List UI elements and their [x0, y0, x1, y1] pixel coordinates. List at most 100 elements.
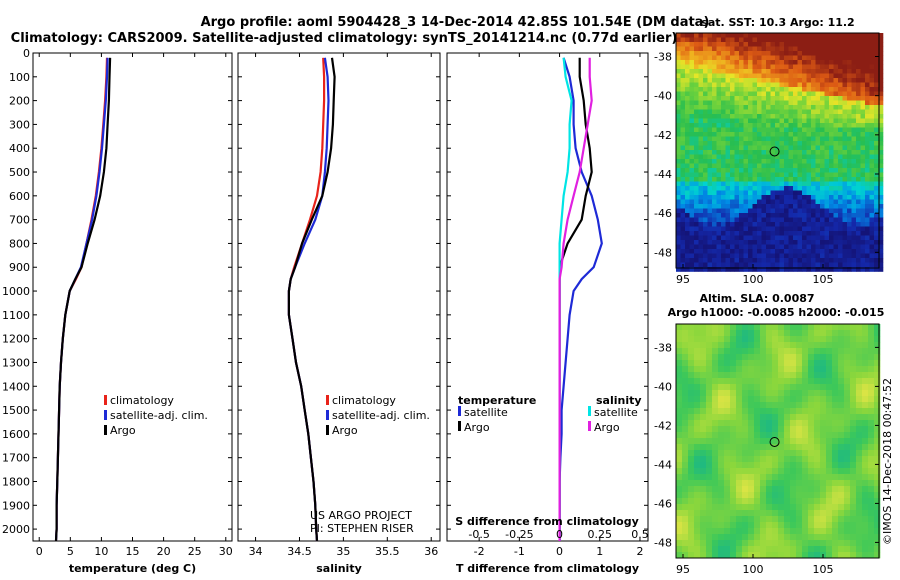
map-cell — [802, 450, 809, 457]
map-cell — [784, 141, 789, 146]
salinity-panel: 34 34.5 35 35.5 36salinityclimatologysatelli… — [237, 52, 441, 575]
map-cell — [878, 235, 884, 241]
map-cell — [742, 516, 749, 523]
map-y-tick-label: -44 — [654, 458, 672, 471]
map-cell — [739, 69, 744, 74]
map-cell — [730, 354, 737, 361]
map-cell — [689, 105, 695, 110]
map-cell — [703, 127, 708, 133]
map-cell — [676, 468, 683, 475]
map-cell — [788, 136, 794, 142]
map-cell — [761, 78, 767, 83]
map-cell — [796, 330, 803, 337]
map-cell — [770, 222, 776, 227]
map-cell — [779, 154, 785, 160]
map-cell — [824, 150, 830, 155]
map-cell — [772, 354, 779, 361]
map-cell — [752, 213, 758, 218]
map-cell — [770, 172, 776, 178]
map-cell — [806, 258, 812, 263]
map-cell — [874, 372, 881, 379]
map-cell — [761, 195, 767, 200]
map-cell — [739, 195, 744, 200]
map-cell — [820, 136, 825, 142]
map-cell — [784, 100, 789, 106]
map-cell — [730, 172, 735, 178]
map-cell — [833, 118, 839, 124]
map-cell — [742, 336, 749, 343]
map-cell — [718, 498, 725, 505]
map-cell — [761, 204, 767, 209]
map-cell — [779, 213, 785, 218]
map-cell — [784, 42, 789, 47]
map-cell — [707, 37, 713, 43]
map-cell — [842, 222, 848, 227]
map-cell — [829, 123, 834, 128]
map-cell — [716, 208, 722, 214]
map-cell — [752, 136, 758, 142]
map-cell — [851, 267, 857, 272]
map-cell — [730, 426, 737, 433]
map-cell — [784, 163, 789, 169]
map-cell — [736, 534, 743, 541]
map-cell — [829, 46, 834, 52]
map-cell — [832, 402, 839, 409]
map-cell — [742, 402, 749, 409]
map-cell — [802, 253, 807, 259]
map-cell — [832, 492, 839, 499]
map-cell — [725, 186, 731, 191]
map-cell — [811, 109, 816, 115]
map-cell — [734, 190, 740, 196]
map-cell — [689, 240, 695, 245]
map-cell — [793, 96, 798, 101]
map-cell — [760, 516, 767, 523]
map-cell — [724, 390, 731, 397]
map-cell — [811, 132, 816, 137]
map-cell — [847, 78, 852, 83]
map-cell — [838, 324, 845, 331]
map-cell — [694, 37, 699, 43]
map-cell — [707, 235, 713, 241]
map-cell — [770, 258, 776, 263]
map-cell — [790, 432, 797, 439]
map-cell — [814, 348, 821, 355]
map-cell — [700, 372, 707, 379]
map-cell — [721, 145, 726, 151]
map-cell — [826, 354, 833, 361]
map-cell — [712, 60, 717, 65]
map-cell — [721, 69, 726, 74]
map-cell — [688, 342, 695, 349]
map-cell — [814, 546, 821, 553]
map-cell — [865, 213, 870, 218]
map-cell — [797, 69, 803, 74]
map-cell — [707, 42, 713, 47]
map-cell — [748, 402, 755, 409]
map-cell — [814, 408, 821, 415]
map-cell — [676, 480, 683, 487]
map-cell — [838, 360, 845, 367]
map-cell — [856, 354, 863, 361]
map-cell — [833, 33, 839, 38]
map-cell — [766, 208, 771, 214]
map-cell — [829, 78, 834, 83]
map-cell — [706, 486, 713, 493]
map-cell — [793, 73, 798, 79]
map-cell — [869, 78, 875, 83]
map-cell — [694, 384, 701, 391]
map-cell — [806, 136, 812, 142]
map-cell — [832, 348, 839, 355]
map-cell — [748, 114, 753, 119]
map-cell — [826, 366, 833, 373]
map-cell — [725, 163, 731, 169]
map-cell — [718, 534, 725, 541]
map-cell — [856, 60, 861, 65]
map-cell — [712, 208, 717, 214]
map-cell — [779, 123, 785, 128]
map-cell — [832, 552, 839, 559]
map-cell — [725, 258, 731, 263]
map-cell — [824, 267, 830, 272]
map-cell — [676, 372, 683, 379]
map-cell — [784, 402, 791, 409]
map-cell — [851, 154, 857, 160]
map-cell — [743, 141, 749, 146]
